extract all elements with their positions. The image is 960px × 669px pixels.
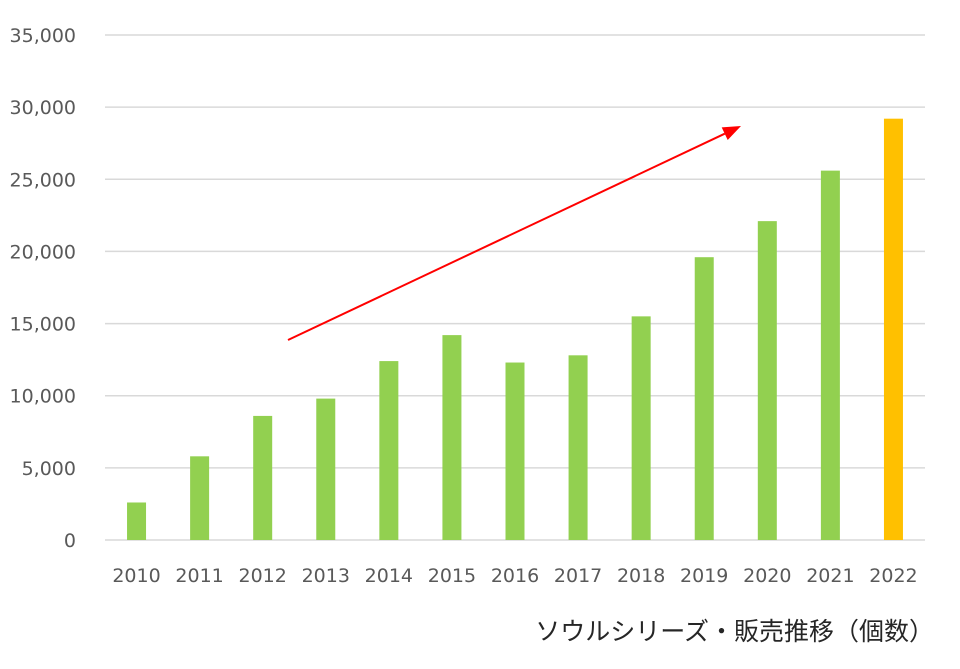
x-tick-label: 2013: [302, 565, 350, 587]
y-tick-label: 5,000: [22, 458, 76, 480]
y-tick-label: 20,000: [10, 241, 76, 263]
x-tick-label: 2018: [617, 565, 665, 587]
y-axis-tick-labels: 0 5,000 10,000 15,000 20,000 25,000 30,000 35,0…: [10, 25, 76, 552]
y-tick-label: 15,000: [10, 314, 76, 336]
x-tick-label: 2012: [239, 565, 287, 587]
x-tick-label: 2010: [112, 565, 160, 587]
x-axis-tick-labels: 2010 2011 2012 2013 2014 2015 2016 2017 2018 2019…: [112, 565, 917, 587]
bar-2016: [505, 362, 525, 540]
bar-2010: [127, 502, 147, 540]
bar-2013: [316, 398, 336, 540]
y-tick-label: 0: [64, 530, 76, 552]
x-tick-label: 2019: [680, 565, 728, 587]
bar-2021: [820, 170, 840, 540]
x-tick-label: 2020: [743, 565, 791, 587]
bar-2014: [379, 361, 399, 540]
y-tick-label: 35,000: [10, 25, 76, 47]
x-tick-label: 2017: [554, 565, 602, 587]
bar-2012: [253, 415, 273, 540]
x-tick-label: 2016: [491, 565, 539, 587]
y-tick-label: 30,000: [10, 97, 76, 119]
chart-caption: ソウルシリーズ・販売推移（個数）: [535, 617, 934, 646]
bars: [127, 118, 903, 540]
trend-arrow-shaft: [287, 132, 726, 341]
x-tick-label: 2021: [806, 565, 854, 587]
bar-2011: [190, 456, 210, 540]
x-tick-label: 2015: [428, 565, 476, 587]
x-tick-label: 2022: [869, 565, 917, 587]
bar-2020: [757, 221, 777, 540]
x-tick-label: 2011: [175, 565, 223, 587]
trend-arrow-head: [721, 126, 741, 140]
trend-arrow: [287, 126, 741, 341]
x-tick-label: 2014: [365, 565, 413, 587]
y-tick-label: 25,000: [10, 169, 76, 191]
bar-2018: [631, 316, 651, 540]
bar-2022: [883, 118, 903, 540]
bar-2015: [442, 335, 462, 540]
y-tick-label: 10,000: [10, 386, 76, 408]
bar-2017: [568, 355, 588, 540]
bar-2019: [694, 257, 714, 540]
